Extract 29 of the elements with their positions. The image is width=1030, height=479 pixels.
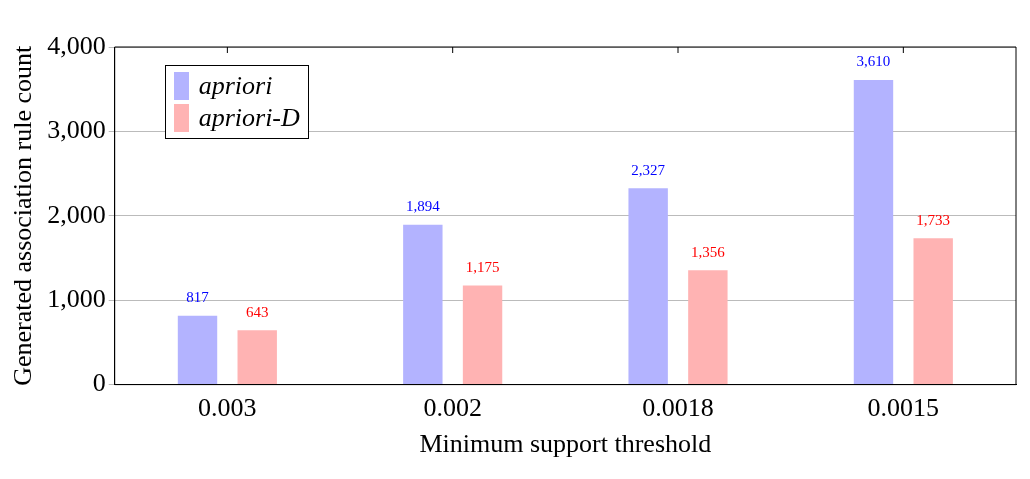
legend-label: apriori-D: [198, 103, 300, 133]
bar: [913, 238, 953, 385]
data-label: 643: [245, 303, 269, 320]
bar: [403, 224, 443, 385]
data-label: 1,356: [690, 243, 726, 260]
y-tick-label: 3,000: [47, 115, 106, 145]
y-axis-title: Generated association rule count: [8, 45, 38, 386]
bar: [462, 285, 503, 385]
data-label: 2,327: [631, 161, 666, 178]
x-tick-label: 0.002: [423, 393, 482, 423]
data-label: 817: [186, 289, 210, 306]
y-tick-label: 0: [92, 368, 106, 398]
y-tick-label: 4,000: [47, 30, 106, 60]
x-tick-label: 0.003: [198, 393, 257, 423]
y-tick-label: 2,000: [47, 199, 106, 229]
x-tick-label: 0.0018: [642, 393, 714, 423]
data-label: 1,733: [916, 211, 951, 228]
bar: [237, 330, 277, 385]
legend-label: apriori: [198, 71, 273, 101]
bar: [853, 79, 894, 385]
x-axis-title: Minimum support threshold: [419, 429, 712, 459]
x-tick-label: 0.0015: [867, 393, 940, 423]
data-label: 1,894: [405, 198, 441, 215]
data-label: 3,610: [856, 53, 891, 70]
bar: [628, 188, 668, 385]
bar: [688, 270, 728, 385]
bar: [177, 315, 218, 385]
data-label: 1,175: [465, 258, 500, 275]
y-tick-label: 1,000: [47, 284, 106, 314]
